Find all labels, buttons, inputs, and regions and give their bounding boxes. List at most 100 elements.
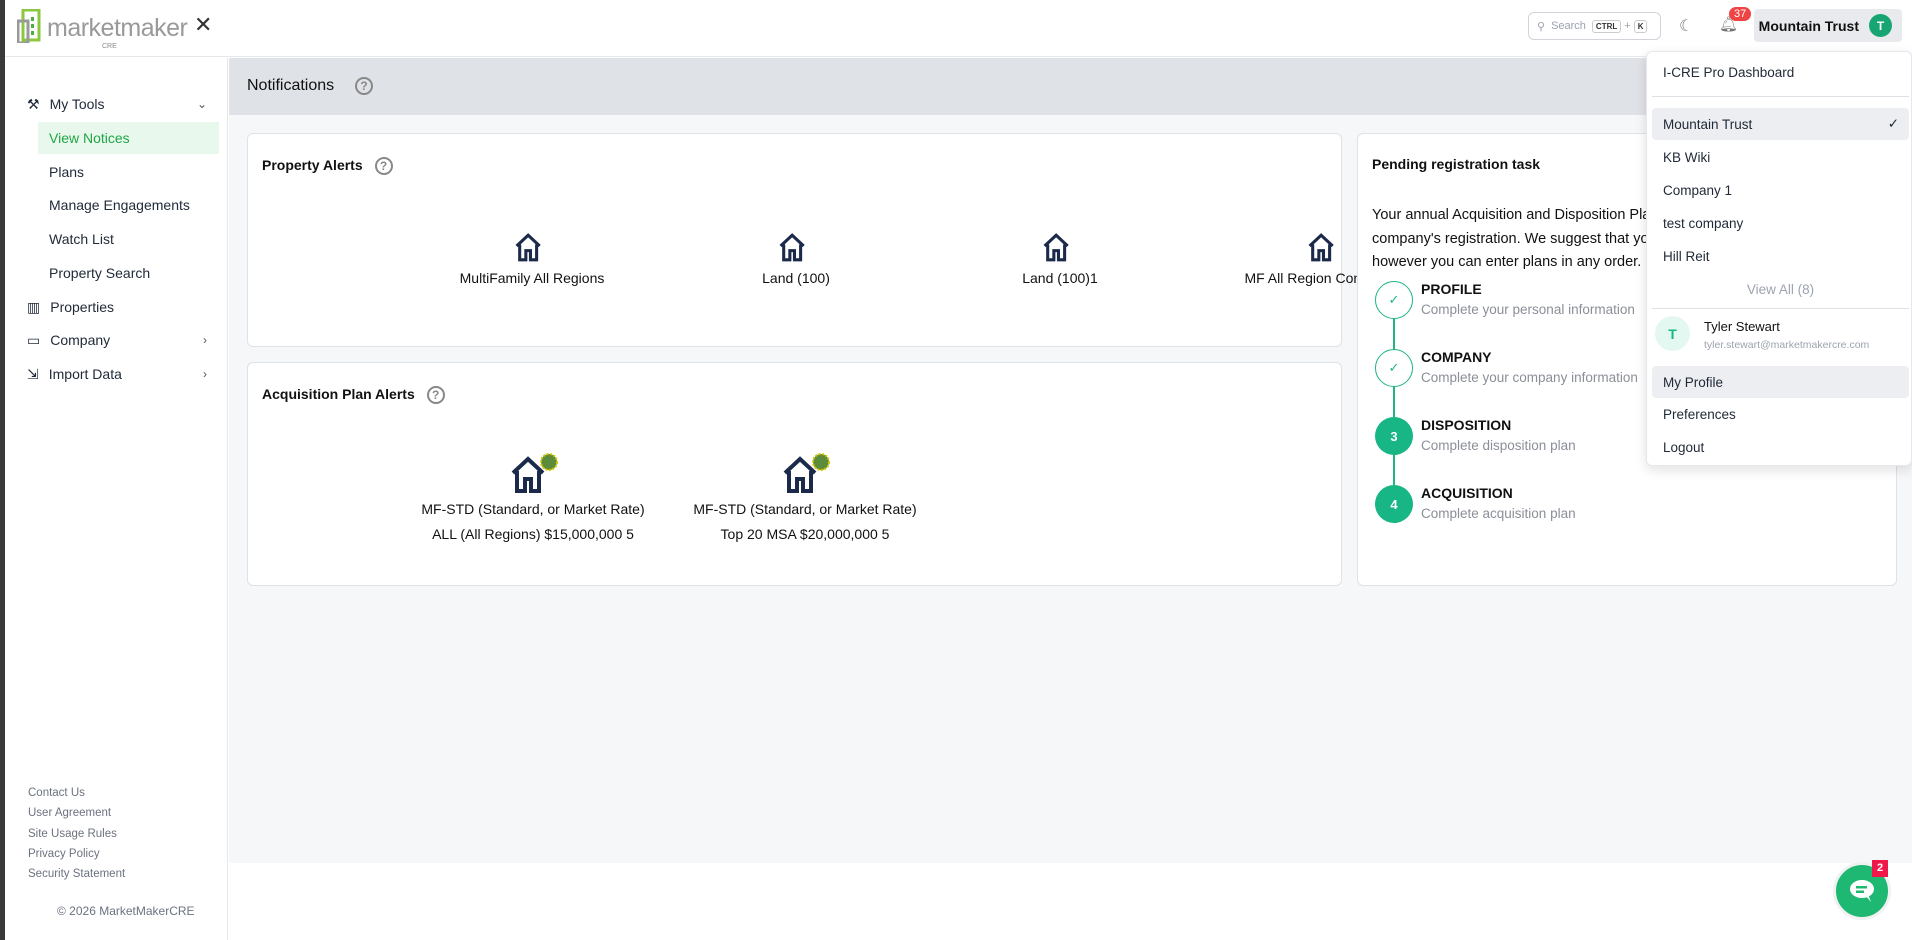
check-icon: ✓: [1388, 292, 1400, 307]
menu-item-dashboard[interactable]: I-CRE Pro Dashboard: [1663, 64, 1795, 80]
footer-link-contact[interactable]: Contact Us: [28, 787, 85, 799]
sidebar-item-my-tools[interactable]: ⚒ My Tools ⌄: [27, 88, 217, 120]
card-title: Pending registration task: [1372, 156, 1541, 172]
dark-mode-moon-icon[interactable]: ☾: [1679, 18, 1694, 35]
step-indicator: 4: [1375, 485, 1413, 523]
divider: [1652, 96, 1909, 97]
logo-buildings-icon: [17, 9, 41, 43]
menu-item-company[interactable]: Hill Reit: [1663, 248, 1710, 264]
menu-item-company[interactable]: Company 1: [1663, 182, 1733, 198]
house-icon: [783, 453, 830, 493]
footer-link-security[interactable]: Security Statement: [28, 868, 126, 880]
sidebar-item-watch-list[interactable]: Watch List: [49, 231, 114, 247]
logo[interactable]: marketmaker CRE: [17, 9, 188, 50]
menu-item-logout[interactable]: Logout: [1663, 439, 1705, 455]
step-title: DISPOSITION: [1421, 417, 1512, 433]
alert-line2: Top 20 MSA $20,000,000 5: [720, 526, 890, 542]
acquisition-alert-item[interactable]: MF-STD (Standard, or Market Rate) ALL (Al…: [403, 453, 663, 547]
sidebar: ⚒ My Tools ⌄ View Notices Plans Manage Eng…: [5, 58, 228, 940]
account-avatar: T: [1869, 14, 1892, 37]
label: My Tools: [49, 96, 105, 112]
label: Properties: [50, 299, 115, 315]
user-name: Tyler Stewart: [1704, 319, 1780, 334]
chevron-down-icon: ⌄: [196, 97, 207, 111]
house-icon: [515, 233, 541, 262]
step-description: Complete disposition plan: [1421, 438, 1576, 453]
property-alert-item[interactable]: MultiFamily All Regions: [402, 226, 662, 286]
top-header: marketmaker CRE ✕ ⚲ Search CTRL + K ☾ 🔔︎…: [5, 0, 1912, 57]
sidebar-item-import-data[interactable]: ⇲ Import Data ›: [27, 358, 217, 390]
notification-badge: 37: [1729, 7, 1752, 21]
step-description: Complete your personal information: [1421, 302, 1635, 317]
user-avatar: T: [1655, 316, 1690, 351]
kbd-ctrl: CTRL: [1591, 19, 1622, 33]
chat-bubble-icon: [1850, 880, 1874, 902]
chat-badge: 2: [1872, 860, 1888, 877]
step-connector: [1393, 319, 1395, 349]
help-icon[interactable]: ?: [374, 157, 393, 176]
menu-item-company[interactable]: test company: [1663, 215, 1744, 231]
check-icon: ✓: [1388, 360, 1400, 375]
sidebar-item-property-search[interactable]: Property Search: [49, 265, 151, 281]
account-name: Mountain Trust: [1758, 17, 1859, 34]
check-icon: ✓: [1887, 116, 1899, 131]
step-title: ACQUISITION: [1421, 485, 1513, 501]
step-connector: [1393, 455, 1395, 485]
card-title: Acquisition Plan Alerts ?: [262, 386, 445, 405]
property-alert-item[interactable]: Land (100): [666, 226, 926, 286]
label: Import Data: [48, 366, 122, 382]
kbd-k: K: [1633, 19, 1648, 33]
property-alert-item[interactable]: Land (100)1: [930, 226, 1190, 286]
account-switcher-button[interactable]: Mountain Trust T: [1754, 9, 1902, 42]
sidebar-item-properties[interactable]: ▥ Properties: [27, 291, 217, 323]
chevron-right-icon: ›: [203, 367, 207, 381]
alert-label: Land (100)1: [1022, 270, 1098, 286]
menu-item-company[interactable]: KB Wiki: [1663, 149, 1711, 165]
chat-button[interactable]: [1833, 862, 1891, 920]
chevron-right-icon: ›: [203, 333, 207, 347]
sidebar-item-company[interactable]: ▭ Company ›: [27, 324, 217, 356]
search-input[interactable]: ⚲ Search CTRL + K: [1528, 12, 1661, 40]
import-icon: ⇲: [27, 365, 39, 382]
search-placeholder: Search: [1551, 20, 1586, 32]
search-icon: ⚲: [1537, 20, 1546, 33]
kbd-plus: +: [1624, 20, 1631, 32]
house-icon: [779, 233, 805, 262]
alert-label: Land (100): [762, 270, 830, 286]
user-email: tyler.stewart@marketmakercre.com: [1704, 339, 1870, 351]
footer-link-site-usage[interactable]: Site Usage Rules: [28, 828, 117, 840]
alert-line1: MF-STD (Standard, or Market Rate): [693, 501, 917, 517]
help-icon[interactable]: ?: [426, 386, 445, 405]
step-indicator: 3: [1375, 417, 1413, 455]
step-indicator: ✓: [1375, 281, 1413, 319]
alert-label: MultiFamily All Regions: [459, 270, 605, 286]
close-sidebar-icon[interactable]: ✕: [194, 12, 213, 37]
footer-link-user-agreement[interactable]: User Agreement: [28, 807, 112, 819]
sidebar-item-view-notices[interactable]: View Notices: [38, 122, 219, 154]
page-title: Notifications: [247, 77, 335, 94]
sidebar-item-plans[interactable]: Plans: [49, 164, 85, 180]
step-title: COMPANY: [1421, 349, 1492, 365]
view-all-companies-link[interactable]: View All (8): [1746, 281, 1815, 297]
logo-sub: CRE: [102, 43, 117, 50]
step-description: Complete your company information: [1421, 370, 1638, 385]
menu-item-preferences[interactable]: Preferences: [1663, 406, 1736, 422]
sidebar-item-manage-engagements[interactable]: Manage Engagements: [49, 197, 190, 213]
help-icon[interactable]: ?: [355, 77, 373, 95]
card-title: Property Alerts ?: [262, 157, 393, 176]
label: Company: [50, 332, 111, 348]
step-title: PROFILE: [1421, 281, 1482, 297]
plan-badge-icon: [812, 453, 830, 471]
property-alerts-card: Property Alerts ? MultiFamily All Region…: [247, 133, 1406, 347]
footer-link-privacy[interactable]: Privacy Policy: [28, 848, 100, 860]
menu-item-company-mountain-trust[interactable]: Mountain Trust ✓: [1652, 108, 1909, 140]
alert-line1: MF-STD (Standard, or Market Rate): [421, 501, 645, 517]
building-icon: ▥: [27, 298, 41, 315]
menu-item-my-profile[interactable]: My Profile: [1652, 366, 1909, 398]
house-icon: [511, 453, 558, 493]
page-header: Notifications ?: [229, 58, 1912, 115]
step-indicator: ✓: [1375, 349, 1413, 387]
acquisition-alert-item[interactable]: MF-STD (Standard, or Market Rate) Top 20 …: [675, 453, 935, 547]
briefcase-icon: ▭: [27, 331, 41, 348]
window-edge: [0, 0, 5, 940]
